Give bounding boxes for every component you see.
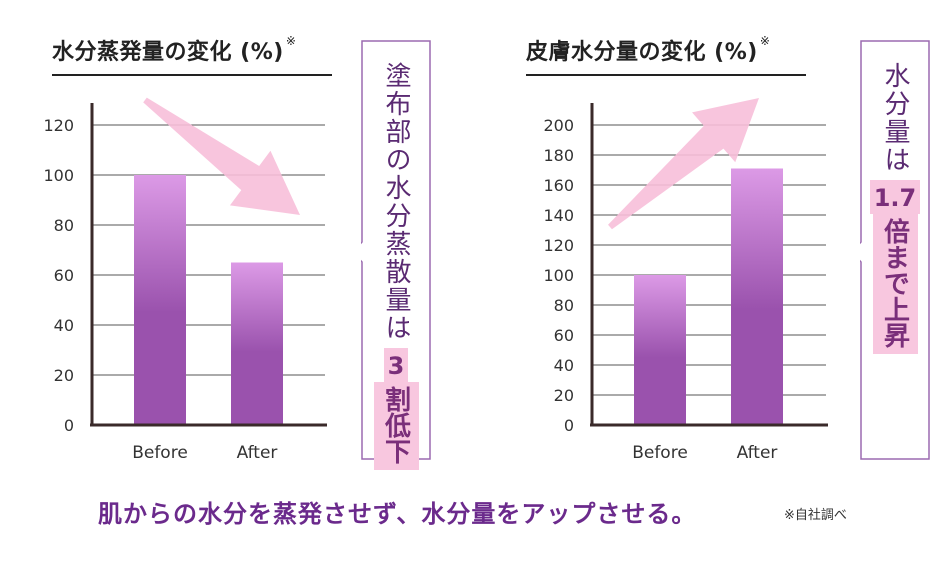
left-y-tick-label: 40	[54, 316, 74, 335]
left-callout-text: 塗布部の水分蒸散量は 3 割低下	[361, 40, 431, 470]
left-y-tick-label: 80	[54, 216, 74, 235]
left-trend-arrow-icon	[143, 97, 300, 215]
left-bar-before	[134, 175, 186, 425]
right-chart-panel: 皮膚水分量の変化 (%) ※ 0 20 40 60 80 100 120 140 160 180 20…	[474, 0, 948, 480]
right-callout-highlight-text: 倍まで上昇	[872, 214, 918, 354]
right-chart-title: 皮膚水分量の変化 (%) ※	[526, 34, 770, 66]
right-title-underline	[526, 74, 806, 76]
left-bar-chart: 0 20 40 60 80 100 120 Before After	[43, 97, 327, 463]
right-y-tick-label: 40	[554, 356, 574, 375]
right-callout-highlight-number: 1.7	[869, 180, 921, 214]
left-callout-lines: 塗布部の水分蒸散量は	[381, 62, 411, 342]
right-y-tick-label: 180	[543, 146, 574, 165]
right-x-tick-label: Before	[632, 443, 688, 463]
left-y-tick-label: 100	[43, 166, 74, 185]
left-y-tick-label: 20	[54, 366, 74, 385]
right-y-tick-label: 200	[543, 116, 574, 135]
left-chart-title: 水分蒸発量の変化 (%) ※	[52, 34, 296, 66]
left-chart-title-note: ※	[285, 34, 297, 48]
right-y-tick-label: 80	[554, 296, 574, 315]
right-y-tick-label: 160	[543, 176, 574, 195]
right-chart-title-text: 皮膚水分量の変化 (%)	[526, 40, 758, 65]
left-x-tick-label: After	[237, 443, 278, 463]
left-y-tick-label: 60	[54, 266, 74, 285]
left-chart-panel: 水分蒸発量の変化 (%) ※ 0 20 40 60 80 100 120 Before After…	[0, 0, 470, 480]
right-callout-text: 水分量は 1.7 倍まで上昇	[860, 40, 930, 460]
right-chart-title-note: ※	[759, 34, 771, 48]
right-bar-chart: 0 20 40 60 80 100 120 140 160 180 200 Before After	[543, 98, 828, 463]
left-callout-highlight-text: 割低下	[373, 382, 419, 470]
source-note: ※自社調べ	[784, 508, 847, 523]
left-callout: 塗布部の水分蒸散量は 3 割低下	[361, 40, 431, 470]
left-bar-after	[231, 262, 283, 425]
left-callout-border	[361, 40, 431, 460]
right-y-tick-label: 60	[554, 326, 574, 345]
right-y-tick-label: 0	[564, 416, 574, 435]
left-y-tick-label: 120	[43, 116, 74, 135]
right-callout: 水分量は 1.7 倍まで上昇	[860, 40, 930, 460]
left-chart-title-text: 水分蒸発量の変化 (%)	[52, 40, 284, 65]
left-x-tick-label: Before	[132, 443, 188, 463]
right-trend-arrow-icon	[608, 98, 759, 230]
right-callout-lines: 水分量は	[880, 62, 910, 174]
footer-tagline: 肌からの水分を蒸発させず、水分量をアップさせる。	[98, 500, 697, 528]
right-y-tick-label: 120	[543, 236, 574, 255]
right-bar-after	[731, 168, 783, 425]
left-y-tick-label: 0	[64, 416, 74, 435]
right-x-tick-label: After	[737, 443, 778, 463]
right-y-tick-label: 140	[543, 206, 574, 225]
right-y-tick-label: 100	[543, 266, 574, 285]
left-callout-highlight-number: 3	[383, 348, 409, 382]
left-title-underline	[52, 74, 332, 76]
right-y-tick-label: 20	[554, 386, 574, 405]
right-bar-before	[634, 275, 686, 425]
